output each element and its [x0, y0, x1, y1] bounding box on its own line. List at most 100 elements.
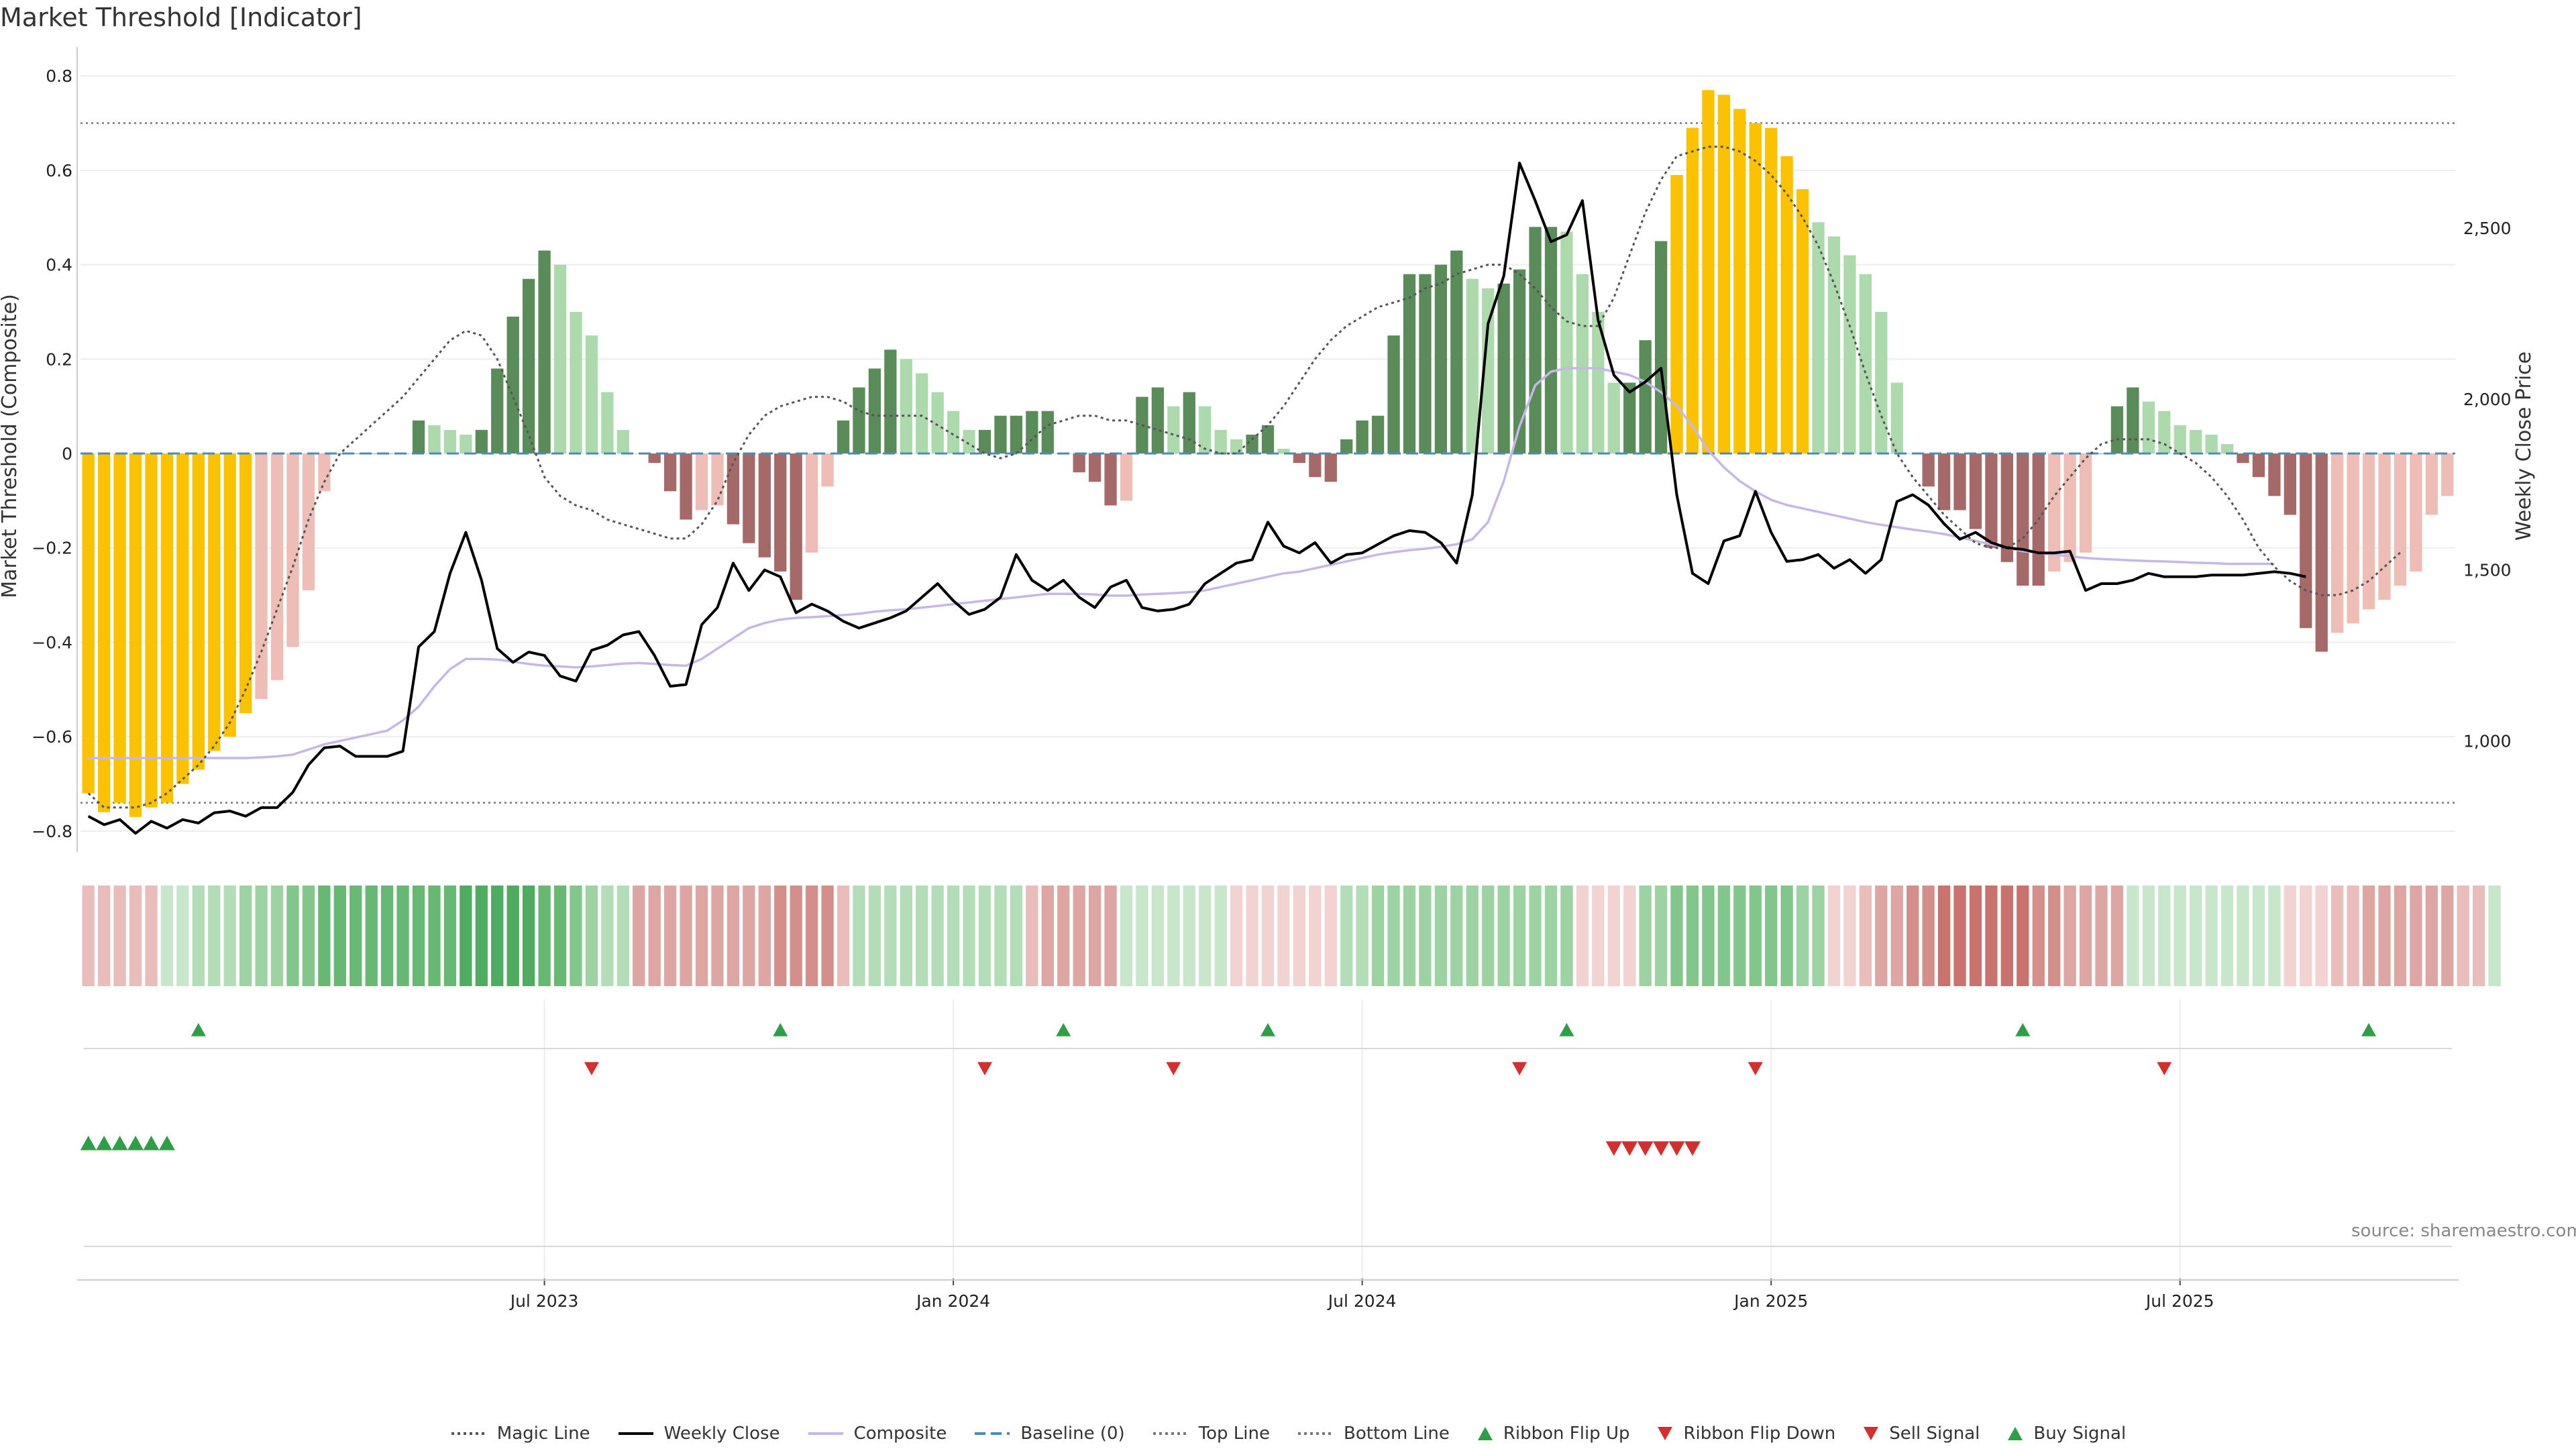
ribbon-cell — [1277, 885, 1290, 986]
composite-bar — [113, 453, 126, 803]
composite-bar — [790, 453, 802, 600]
triangle-down-icon — [1658, 1427, 1673, 1440]
composite-bar — [1529, 227, 1542, 454]
ribbon-cell — [428, 885, 441, 986]
composite-bar — [1544, 227, 1558, 454]
composite-bar — [176, 453, 189, 784]
ribbon-cell — [727, 885, 740, 986]
source-note: source: sharemaestro.com — [2351, 1221, 2576, 1241]
ribbon-cell — [2315, 885, 2328, 986]
y-tick-label: 0.8 — [46, 66, 72, 86]
ribbon-cell — [2457, 885, 2469, 986]
ribbon-cell — [633, 885, 645, 986]
legend-label: Weekly Close — [663, 1424, 780, 1444]
sell-signal-marker — [1621, 1141, 1638, 1156]
ribbon-cell — [963, 885, 975, 986]
ribbon-cell — [1544, 885, 1558, 986]
composite-bar — [1010, 415, 1023, 454]
composite-bar — [931, 392, 944, 454]
ribbon-cell — [1482, 885, 1495, 986]
ribbon-cell — [994, 885, 1007, 986]
ribbon-flip-down-marker — [977, 1062, 993, 1075]
composite-bar — [663, 453, 677, 492]
ribbon-cell — [1387, 885, 1400, 986]
composite-bar — [1371, 415, 1385, 454]
composite-bar — [2095, 453, 2108, 454]
composite-bar — [2268, 453, 2281, 496]
ribbon-cell — [1041, 885, 1054, 986]
buy-signal-marker — [96, 1136, 113, 1150]
dashed-line-icon — [975, 1432, 1010, 1435]
ribbon-cell — [1717, 885, 1731, 986]
composite-bar — [1937, 453, 1951, 511]
ribbon-cell — [1356, 885, 1368, 986]
ribbon-cell — [1576, 885, 1589, 986]
ribbon-cell — [381, 885, 394, 986]
ribbon-cell — [2190, 885, 2202, 986]
ribbon-cell — [1670, 885, 1683, 986]
ribbon-cell — [1843, 885, 1856, 986]
composite-bar — [412, 420, 425, 454]
legend-item: Ribbon Flip Down — [1656, 1424, 1835, 1444]
x-tick-label: Jan 2025 — [1733, 1291, 1808, 1311]
ribbon-cell — [460, 885, 472, 986]
composite-bar — [774, 453, 787, 572]
composite-bar — [1623, 382, 1636, 454]
composite-bar — [428, 425, 441, 454]
ribbon-cell — [2237, 885, 2249, 986]
ribbon-cell — [2394, 885, 2407, 986]
legend-item: Magic Line — [450, 1424, 590, 1444]
ribbon-cell — [2017, 885, 2029, 986]
ribbon-cell — [1120, 885, 1133, 986]
composite-bar — [601, 392, 614, 454]
ribbon-cell — [2284, 885, 2296, 986]
composite-bar — [1246, 434, 1258, 454]
composite-bar — [1497, 283, 1510, 454]
composite-bar — [1073, 453, 1085, 473]
ribbon-cell — [2110, 885, 2124, 986]
composite-bar — [853, 387, 865, 454]
ribbon-cell — [2473, 885, 2485, 986]
composite-bar — [2252, 453, 2265, 478]
ribbon-cell — [2220, 885, 2234, 986]
composite-bar — [1293, 453, 1306, 464]
composite-bar — [1214, 429, 1227, 454]
ribbon-cell — [743, 885, 755, 986]
ribbon-flip-up-marker — [1559, 1023, 1574, 1036]
ribbon-cell — [1953, 885, 1966, 986]
composite-bar — [900, 359, 912, 454]
composite-bar — [1576, 274, 1589, 454]
composite-bar — [1969, 453, 1982, 529]
ribbon-cell — [2127, 885, 2139, 986]
ribbon-cell — [2032, 885, 2045, 986]
ribbon-cell — [695, 885, 708, 986]
y-tick-label: −0.8 — [32, 822, 72, 841]
ribbon-cell — [333, 885, 346, 986]
composite-bar — [2425, 453, 2438, 515]
ribbon-cell — [350, 885, 362, 986]
composite-bar — [1765, 127, 1778, 454]
ribbon-cell — [868, 885, 881, 986]
ribbon-flip-up-marker — [2361, 1023, 2377, 1036]
ribbon-cell — [365, 885, 378, 986]
legend-label: Magic Line — [496, 1424, 590, 1444]
sell-signal-marker — [1653, 1141, 1670, 1156]
composite-bar — [1434, 264, 1448, 454]
legend-label: Bottom Line — [1344, 1424, 1450, 1444]
composite-bar — [145, 453, 158, 808]
composite-bar — [98, 453, 111, 812]
composite-bar — [1702, 90, 1715, 454]
legend-item: Bottom Line — [1297, 1424, 1450, 1444]
composite-bar — [1230, 439, 1243, 454]
composite-bar — [2347, 453, 2359, 624]
y-tick-label: 0.4 — [46, 256, 72, 275]
composite-bar — [129, 453, 142, 817]
ribbon-flip-down-marker — [2157, 1062, 2172, 1075]
composite-bar — [1450, 250, 1463, 454]
composite-bar — [1812, 222, 1825, 454]
ribbon-cell — [396, 885, 409, 986]
composite-bar — [994, 415, 1007, 454]
composite-bar — [302, 453, 315, 591]
y-tick-label: −0.4 — [32, 633, 72, 652]
composite-bar — [270, 453, 284, 680]
